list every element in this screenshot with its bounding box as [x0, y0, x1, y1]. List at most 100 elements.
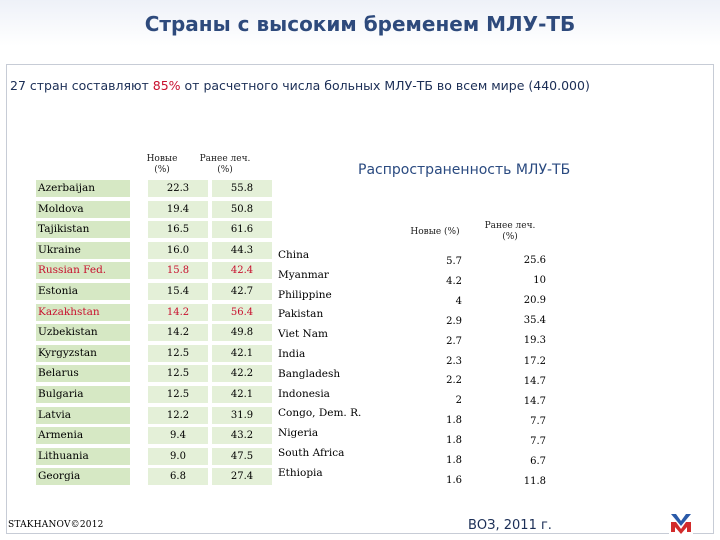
country-cell: Russian Fed. — [36, 262, 130, 280]
previously-treated-cell: 42.4 — [212, 262, 272, 280]
new-cases-value: 1.6 — [446, 474, 462, 486]
previously-treated-value: 7.7 — [530, 415, 546, 427]
previously-treated-value: 14.7 — [523, 375, 546, 387]
previously-treated-cell: 50.8 — [212, 200, 272, 218]
list-item: Ethiopia — [278, 466, 323, 479]
previously-treated-cell: 27.4 — [212, 468, 272, 486]
country-cell: Kazakhstan — [36, 303, 130, 321]
list-item: Congo, Dem. R. — [278, 407, 362, 420]
new-cases-cell: 16.0 — [148, 241, 208, 259]
new-cases-value: 1.8 — [446, 455, 462, 466]
table-row: Lithuania 9.0 47.5 — [36, 447, 272, 465]
new-cases-value: 2 — [455, 395, 462, 407]
previously-treated-value: 10 — [533, 275, 546, 287]
table-row: Belarus 12.5 42.2 — [36, 365, 272, 383]
subtitle-prefix: 27 стран составляют — [10, 78, 153, 93]
new-cases-cell: 16.5 — [148, 221, 208, 239]
previously-treated-cell: 49.8 — [212, 324, 272, 342]
previously-treated-cell: 42.1 — [212, 386, 272, 403]
table-row: Latvia 12.2 31.9 — [36, 406, 272, 424]
list-item: China — [278, 249, 310, 261]
left-col1-header: Новые (%) — [146, 154, 178, 175]
country-cell: Bulgaria — [36, 386, 130, 403]
list-item: Myanmar — [278, 268, 329, 281]
subtitle-highlight: 85% — [152, 78, 181, 93]
list-item: South Africa — [278, 447, 345, 459]
previously-treated-value: 6.7 — [530, 456, 546, 467]
table-row: Uzbekistan 14.2 49.8 — [36, 324, 272, 342]
table-row: Estonia 15.4 42.7 — [36, 283, 272, 300]
new-cases-value: 2.3 — [446, 355, 462, 367]
new-cases-cell: 9.4 — [148, 427, 208, 445]
new-cases-cell: 12.5 — [148, 344, 208, 362]
table-row: Ukraine 16.0 44.3 — [36, 241, 272, 259]
previously-treated-cell: 55.8 — [212, 180, 272, 197]
right-col2-header: Ранее леч. (%) — [484, 221, 536, 242]
previously-treated-cell: 42.2 — [212, 365, 272, 383]
previously-treated-cell: 42.7 — [212, 283, 272, 300]
new-cases-cell: 14.2 — [148, 303, 208, 321]
new-cases-cell: 12.5 — [148, 386, 208, 403]
table-row: Russian Fed. 15.8 42.4 — [36, 262, 272, 280]
mo-logo-icon — [669, 511, 693, 535]
previously-treated-cell: 44.3 — [212, 241, 272, 259]
table-row: Moldova 19.4 50.8 — [36, 200, 272, 218]
country-cell: Ukraine — [36, 241, 130, 259]
list-item: Bangladesh — [278, 367, 341, 380]
table-row: Armenia 9.4 43.2 — [36, 427, 272, 445]
new-cases-cell: 15.4 — [148, 283, 208, 300]
previously-treated-cell: 47.5 — [212, 447, 272, 465]
source-label: ВОЗ, 2011 г. — [468, 518, 552, 533]
new-cases-value: 4 — [455, 295, 462, 307]
new-cases-value: 2.9 — [446, 315, 462, 327]
title-band — [0, 0, 720, 46]
left-col2-header: Ранее леч. (%) — [199, 154, 251, 175]
new-cases-cell: 14.2 — [148, 324, 208, 342]
new-cases-cell: 12.5 — [148, 365, 208, 383]
list-item: Philippine — [278, 288, 332, 301]
previously-treated-value: 35.4 — [523, 315, 546, 327]
country-cell: Lithuania — [36, 447, 130, 465]
previously-treated-value: 17.2 — [523, 355, 546, 367]
country-cell: Armenia — [36, 427, 130, 445]
table-row: Kyrgyzstan 12.5 42.1 — [36, 344, 272, 362]
previously-treated-value: 14.7 — [523, 395, 546, 407]
list-item: Viet Nam — [278, 328, 328, 341]
previously-treated-value: 11.8 — [523, 476, 546, 488]
previously-treated-value: 25.6 — [523, 255, 546, 266]
country-cell: Kyrgyzstan — [36, 344, 130, 362]
copyright: STAKHANOV©2012 — [8, 520, 104, 530]
country-cell: Moldova — [36, 200, 130, 218]
country-cell: Uzbekistan — [36, 324, 130, 342]
new-cases-value: 2.2 — [446, 375, 462, 387]
previously-treated-cell: 31.9 — [212, 406, 272, 424]
previously-treated-value: 20.9 — [523, 295, 546, 307]
subtitle: 27 стран составляют 85% от расчетного чи… — [10, 78, 714, 93]
country-cell: Azerbaijan — [36, 180, 130, 197]
new-cases-cell: 15.8 — [148, 262, 208, 280]
table-row: Azerbaijan 22.3 55.8 — [36, 180, 272, 197]
table-row: Georgia 6.8 27.4 — [36, 468, 272, 486]
new-cases-cell: 9.0 — [148, 447, 208, 465]
previously-treated-cell: 56.4 — [212, 303, 272, 321]
country-cell: Estonia — [36, 283, 130, 300]
new-cases-cell: 19.4 — [148, 200, 208, 218]
right-table-title: Распространенность МЛУ-ТБ — [358, 162, 571, 178]
country-cell: Belarus — [36, 365, 130, 383]
new-cases-value: 4.2 — [446, 275, 462, 287]
new-cases-cell: 12.2 — [148, 406, 208, 424]
table-row: Bulgaria 12.5 42.1 — [36, 386, 272, 403]
new-cases-value: 1.8 — [446, 415, 462, 427]
content-frame — [6, 64, 714, 534]
list-item: Pakistan — [278, 308, 324, 321]
list-item: Indonesia — [278, 387, 330, 400]
previously-treated-cell: 43.2 — [212, 427, 272, 445]
new-cases-cell: 6.8 — [148, 468, 208, 486]
new-cases-cell: 22.3 — [148, 180, 208, 197]
previously-treated-cell: 42.1 — [212, 344, 272, 362]
page-title: Страны с высоким бременем МЛУ-ТБ — [144, 12, 576, 36]
list-item: Nigeria — [278, 427, 319, 440]
subtitle-suffix: от расчетного числа больных МЛУ-ТБ во вс… — [180, 78, 590, 93]
country-cell: Tajikistan — [36, 221, 130, 239]
new-cases-value: 1.8 — [446, 435, 462, 447]
